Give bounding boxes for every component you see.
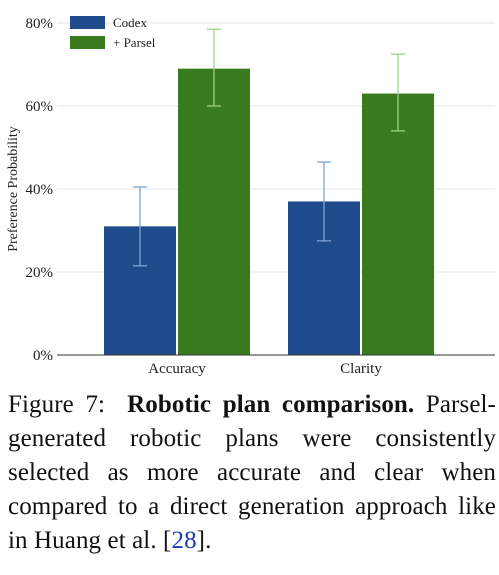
figure-caption: Figure 7: Robotic plan comparison. Parsel… [8,388,496,558]
caption-body: Parsel-generated robotic plans were cons… [8,391,496,554]
x-category-label: Clarity [340,361,382,377]
y-tick-label: 80% [26,16,54,32]
legend-label: + Parsel [113,35,156,50]
legend: Codex + Parsel [70,15,156,50]
caption-citation[interactable]: 28 [171,527,197,554]
caption-figure-label: Figure 7: [8,391,106,418]
y-tick-label: 0% [33,348,53,364]
bar [178,68,250,356]
x-category-labels: Accuracy Clarity [148,361,382,377]
y-axis-label: Preference Probability [6,126,21,252]
legend-swatch [70,16,105,29]
y-tick-label: 40% [26,182,54,198]
y-tick-label: 60% [26,99,54,115]
y-tick-labels: 0% 20% 40% 60% 80% [26,16,54,364]
bar-chart: 0% 20% 40% 60% 80% Accuracy Clarity Preferenc… [6,15,495,377]
x-category-label: Accuracy [148,361,206,377]
caption-title: Robotic plan comparison. [127,391,415,418]
bar [362,93,434,356]
legend-label: Codex [113,15,147,30]
caption-end: ]. [196,527,212,554]
error-bars [133,28,405,267]
legend-swatch [70,36,105,49]
bars [104,68,434,356]
y-tick-label: 20% [26,265,54,281]
